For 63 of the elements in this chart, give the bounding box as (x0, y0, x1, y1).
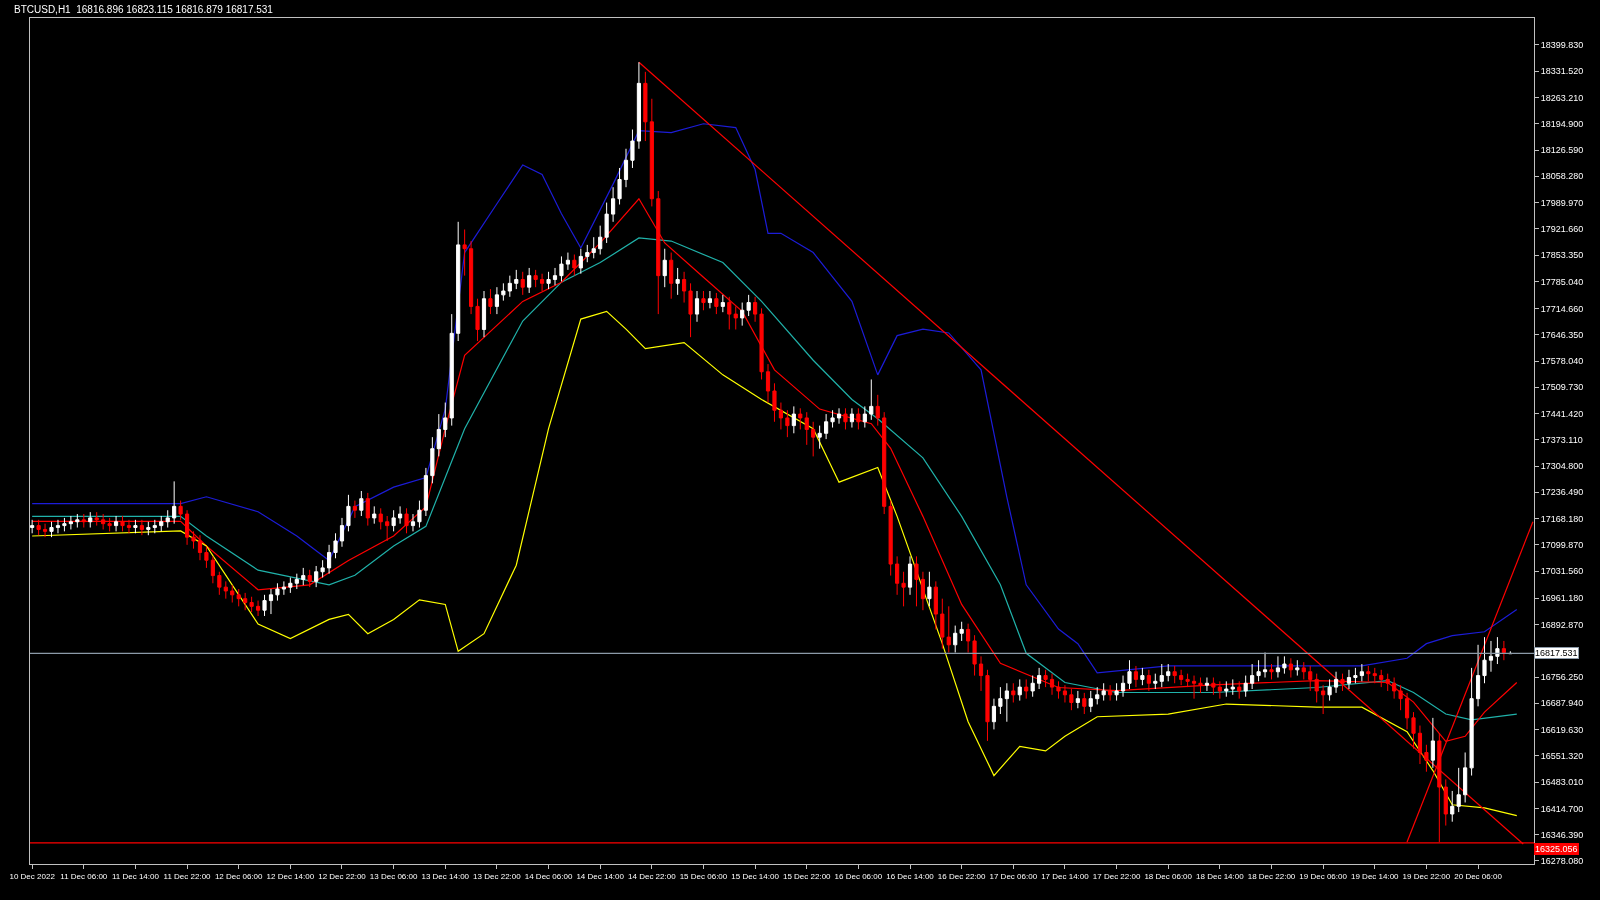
y-tick-label: 18058.280 (1540, 171, 1584, 182)
chart-title: BTCUSD,H1 16816.896 16823.115 16816.879 16817.531 (14, 3, 274, 15)
x-tick-label: 10 Dec 2022 (9, 871, 56, 881)
y-tick-label: 17785.040 (1540, 276, 1584, 287)
x-tick-label: 17 Dec 14:00 (1041, 871, 1090, 881)
y-tick-label: 17853.350 (1540, 250, 1584, 261)
x-tick-label: 16 Dec 06:00 (834, 871, 883, 881)
y-tick-label: 17304.800 (1540, 461, 1584, 472)
y-tick-label: 18399.830 (1540, 40, 1584, 51)
y-tick-label: 17578.040 (1540, 356, 1584, 367)
ref-line-label: 16325.056 (1535, 844, 1578, 854)
y-tick-label: 17714.660 (1540, 303, 1584, 314)
y-tick-label: 16346.390 (1540, 829, 1584, 840)
x-tick-label: 13 Dec 22:00 (473, 871, 522, 881)
x-tick-label: 11 Dec 22:00 (163, 871, 212, 881)
x-tick-label: 16 Dec 22:00 (937, 871, 986, 881)
x-tick-label: 11 Dec 06:00 (60, 871, 108, 881)
x-tick-label: 17 Dec 06:00 (989, 871, 1038, 881)
y-tick-label: 18194.900 (1540, 118, 1584, 129)
x-tick-label: 14 Dec 06:00 (524, 871, 573, 881)
x-tick-label: 15 Dec 06:00 (679, 871, 728, 881)
x-tick-label: 12 Dec 14:00 (266, 871, 315, 881)
y-tick-label: 17031.560 (1540, 566, 1584, 577)
y-tick-label: 17373.110 (1540, 434, 1583, 445)
y-tick-label: 16892.870 (1540, 619, 1584, 630)
y-tick-label: 18331.520 (1540, 66, 1584, 77)
y-tick-label: 16961.180 (1540, 593, 1584, 604)
x-tick-label: 14 Dec 22:00 (628, 871, 677, 881)
x-tick-label: 15 Dec 14:00 (731, 871, 780, 881)
x-tick-label: 18 Dec 06:00 (1144, 871, 1193, 881)
x-tick-label: 18 Dec 14:00 (1196, 871, 1245, 881)
x-tick-label: 11 Dec 14:00 (111, 871, 160, 881)
x-tick-label: 15 Dec 22:00 (782, 871, 832, 881)
x-tick-label: 13 Dec 14:00 (421, 871, 470, 881)
y-tick-label: 18126.590 (1540, 145, 1584, 156)
y-tick-label: 16619.630 (1540, 724, 1584, 735)
y-tick-label: 17099.870 (1540, 540, 1584, 551)
x-tick-label: 13 Dec 06:00 (369, 871, 418, 881)
y-tick-label: 17921.660 (1540, 224, 1584, 235)
x-tick-label: 17 Dec 22:00 (1092, 871, 1141, 881)
y-tick-label: 16551.320 (1540, 750, 1584, 761)
y-tick-label: 16483.010 (1540, 777, 1584, 788)
y-tick-label: 17168.180 (1540, 513, 1584, 524)
y-tick-label: 17441.420 (1540, 408, 1584, 419)
y-tick-label: 17236.490 (1540, 487, 1584, 498)
y-tick-label: 17509.730 (1540, 382, 1584, 393)
x-tick-label: 20 Dec 06:00 (1454, 871, 1503, 881)
x-tick-label: 19 Dec 14:00 (1350, 871, 1400, 881)
y-tick-label: 17989.970 (1540, 197, 1584, 208)
y-tick-label: 16414.700 (1540, 803, 1584, 814)
x-tick-label: 12 Dec 22:00 (318, 871, 367, 881)
y-tick-label: 16756.250 (1540, 672, 1584, 683)
y-tick-label: 16278.080 (1540, 856, 1584, 867)
y-tick-label: 16687.940 (1540, 698, 1584, 709)
x-tick-label: 12 Dec 06:00 (214, 871, 264, 881)
x-tick-label: 14 Dec 14:00 (576, 871, 625, 881)
y-tick-label: 18263.210 (1540, 92, 1584, 103)
y-tick-label: 17646.350 (1540, 329, 1584, 340)
ref-line-label: 16817.531 (1535, 648, 1578, 658)
x-tick-label: 19 Dec 06:00 (1299, 871, 1348, 881)
x-tick-label: 16 Dec 14:00 (886, 871, 935, 881)
x-tick-label: 18 Dec 22:00 (1247, 871, 1296, 881)
x-tick-label: 19 Dec 22:00 (1402, 871, 1451, 881)
